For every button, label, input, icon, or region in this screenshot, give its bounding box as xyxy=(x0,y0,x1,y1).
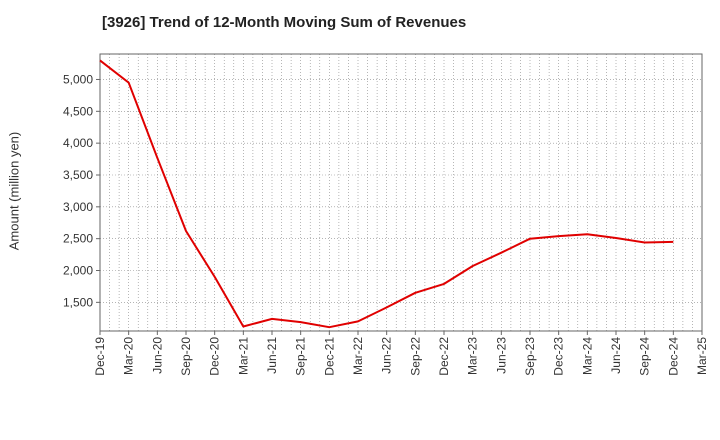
x-tick-label: Dec-24 xyxy=(666,337,680,376)
x-tick-label: Sep-24 xyxy=(638,337,652,376)
x-tick-label: Mar-25 xyxy=(695,337,709,375)
x-axis-ticks: Dec-19 Mar-20 Jun-20 Sep-20 Dec-20 Mar-21 Jun-… xyxy=(93,331,709,376)
x-tick-label: Mar-20 xyxy=(122,337,136,375)
y-tick-label: 2,000 xyxy=(63,264,93,278)
series-group xyxy=(99,59,674,329)
x-tick-label: Sep-23 xyxy=(523,337,537,376)
x-tick-label: Jun-22 xyxy=(380,337,394,374)
x-tick-label: Jun-24 xyxy=(609,337,623,374)
x-tick-label: Dec-23 xyxy=(552,337,566,376)
x-tick-label: Jun-21 xyxy=(265,337,279,374)
x-tick-label: Mar-21 xyxy=(236,337,250,375)
x-tick-label: Dec-21 xyxy=(322,337,336,376)
chart-title: [3926] Trend of 12-Month Moving Sum of R… xyxy=(102,14,467,31)
x-tick-label: Dec-22 xyxy=(437,337,451,376)
x-tick-label: Dec-19 xyxy=(93,337,107,376)
x-tick-label: Sep-21 xyxy=(294,337,308,376)
y-tick-label: 4,000 xyxy=(63,136,93,150)
y-tick-label: 3,000 xyxy=(63,200,93,214)
x-tick-label: Mar-23 xyxy=(466,337,480,375)
revenue-series-line xyxy=(99,59,674,329)
y-tick-label: 1,500 xyxy=(63,295,93,309)
y-tick-label: 3,500 xyxy=(63,168,93,182)
x-tick-label: Jun-23 xyxy=(494,337,508,374)
y-axis-ticks: 1,500 2,000 2,500 3,000 3,500 4,000 4,500 5,000 xyxy=(63,72,100,309)
grid-lines xyxy=(100,54,702,331)
x-tick-label: Jun-20 xyxy=(150,337,164,374)
y-tick-label: 2,500 xyxy=(63,232,93,246)
y-tick-label: 5,000 xyxy=(63,72,93,86)
y-tick-label: 4,500 xyxy=(63,104,93,118)
x-tick-label: Sep-22 xyxy=(408,337,422,376)
plot-area xyxy=(99,53,703,332)
x-tick-label: Mar-24 xyxy=(580,337,594,375)
x-tick-label: Dec-20 xyxy=(208,337,222,376)
x-tick-label: Sep-20 xyxy=(179,337,193,376)
x-tick-label: Mar-22 xyxy=(351,337,365,375)
